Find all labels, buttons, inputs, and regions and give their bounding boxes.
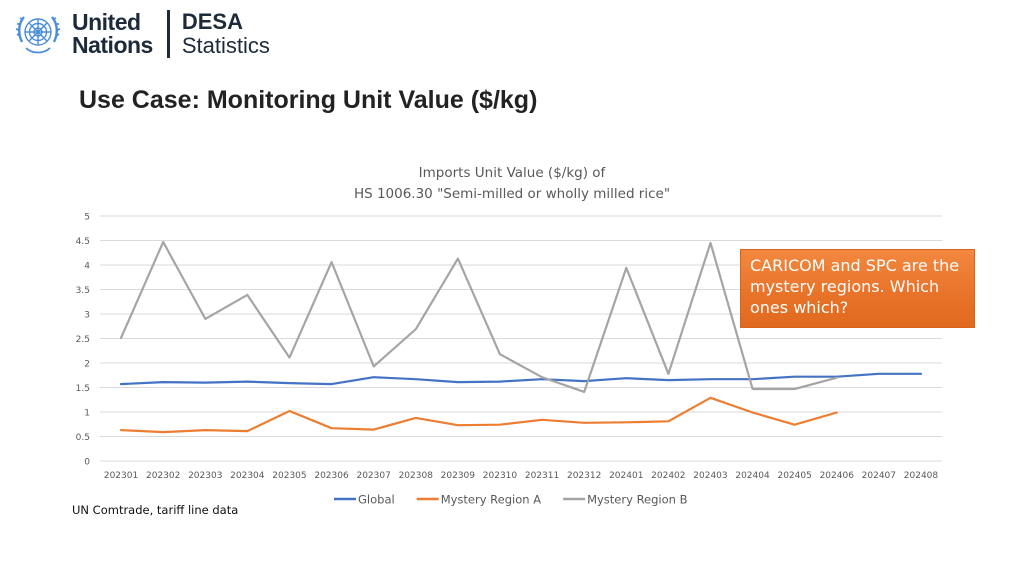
- header: United Nations DESA Statistics: [10, 6, 270, 62]
- org-line-1: United: [72, 9, 141, 35]
- x-tick-label: 202404: [735, 471, 770, 481]
- x-tick-label: 202406: [820, 471, 855, 481]
- page-title: Use Case: Monitoring Unit Value ($/kg): [79, 86, 538, 114]
- x-axis: 202301 202302 202303 202304 202305 202306 2023…: [104, 471, 939, 481]
- x-tick-label: 202309: [441, 471, 476, 481]
- x-tick-label: 202311: [525, 471, 559, 481]
- x-tick-label: 202304: [230, 471, 265, 481]
- x-tick-label: 202407: [862, 471, 896, 481]
- dept-line-2: Statistics: [181, 33, 270, 58]
- desa-wordmark: DESA Statistics: [182, 10, 270, 58]
- y-tick-label: 1: [84, 409, 90, 419]
- x-tick-label: 202307: [356, 471, 390, 481]
- un-wordmark: United Nations: [72, 11, 153, 57]
- y-tick-label: 0.5: [76, 433, 90, 443]
- y-tick-label: 4.5: [76, 237, 90, 247]
- un-emblem-icon: [15, 16, 61, 54]
- x-tick-label: 202308: [399, 471, 434, 481]
- chart-series: [119, 240, 923, 434]
- callout-note: CARICOM and SPC are the mystery regions.…: [740, 249, 975, 328]
- x-tick-label: 202402: [651, 471, 685, 481]
- x-tick-label: 202403: [693, 471, 727, 481]
- legend-label: Mystery Region A: [441, 493, 542, 507]
- y-tick-label: 3.5: [76, 286, 90, 296]
- y-tick-label: 1.5: [76, 384, 90, 394]
- y-tick-label: 3: [84, 311, 90, 321]
- y-tick-label: 0: [84, 458, 90, 468]
- y-tick-label: 4: [84, 262, 90, 272]
- series-line-3: [119, 240, 838, 393]
- x-tick-label: 202408: [904, 471, 939, 481]
- x-tick-label: 202301: [104, 471, 138, 481]
- org-line-2: Nations: [72, 32, 153, 58]
- x-tick-label: 202302: [146, 471, 180, 481]
- dept-line-1: DESA: [181, 9, 243, 34]
- x-tick-label: 202303: [188, 471, 222, 481]
- y-tick-label: 2: [84, 360, 90, 370]
- x-tick-label: 202401: [609, 471, 643, 481]
- y-axis: 0 0.5 1 1.5 2 2.5 3 3.5 4 4.5 5: [76, 213, 91, 468]
- source-note: UN Comtrade, tariff line data: [72, 503, 239, 517]
- x-tick-label: 202306: [314, 471, 349, 481]
- legend-label: Global: [358, 493, 395, 507]
- x-tick-label: 202405: [777, 471, 811, 481]
- x-tick-label: 202310: [483, 471, 518, 481]
- chart-subtitle: HS 1006.30 "Semi-milled or wholly milled…: [354, 186, 670, 202]
- series-line-1: [119, 372, 923, 386]
- chart-title: Imports Unit Value ($/kg) of: [419, 165, 607, 181]
- legend-label: Mystery Region B: [587, 493, 688, 507]
- x-tick-label: 202312: [567, 471, 601, 481]
- y-tick-label: 5: [84, 213, 90, 223]
- chart-legend: Global Mystery Region A Mystery Region B: [334, 493, 688, 507]
- header-divider: [166, 10, 170, 58]
- series-line-2: [119, 396, 838, 434]
- x-tick-label: 202305: [272, 471, 306, 481]
- y-tick-label: 2.5: [76, 335, 90, 345]
